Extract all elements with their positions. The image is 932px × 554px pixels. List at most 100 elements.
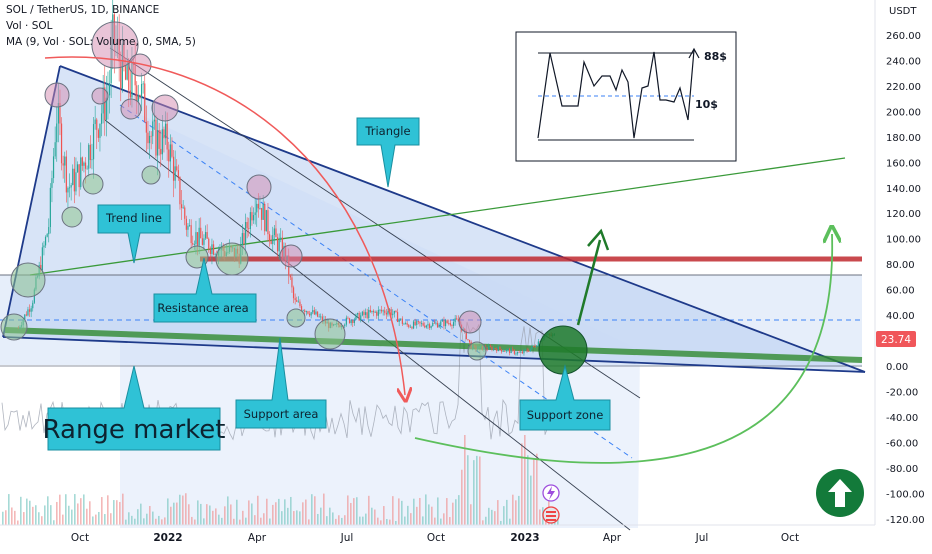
volume-bar [212, 510, 214, 525]
volume-bar [59, 494, 61, 525]
candle-body [454, 318, 456, 323]
candle-body [505, 349, 507, 352]
candle-body [531, 346, 533, 349]
y-tick-label: -20.00 [886, 387, 918, 398]
candle-body [344, 324, 346, 327]
candle-body [510, 348, 512, 354]
volume-bar [242, 510, 244, 525]
candle-body [214, 254, 216, 255]
volume-bar [68, 505, 70, 525]
candle-body [32, 302, 34, 309]
candle-body [64, 156, 66, 166]
candle-body [441, 320, 443, 322]
trend-line [29, 157, 846, 276]
volume-bar [467, 455, 469, 525]
event-icons[interactable] [542, 484, 560, 524]
volume-bar [95, 514, 97, 525]
candle-body [312, 310, 314, 313]
candle-body [396, 312, 399, 323]
volume-bar [83, 494, 85, 525]
volume-bar [17, 520, 19, 525]
candle-body [265, 210, 267, 232]
y-tick-label: -40.00 [886, 413, 918, 424]
y-tick-label: 60.00 [886, 286, 915, 297]
y-tick-label: 180.00 [886, 133, 921, 144]
volume-bar [302, 502, 304, 525]
volume-bar [227, 496, 229, 525]
candle-body [131, 62, 133, 98]
candle-body [382, 310, 384, 312]
volume-bar [398, 498, 400, 525]
candle-body [126, 62, 128, 80]
volume-bar [173, 502, 175, 525]
callout-support-area-text: Support area [244, 407, 319, 421]
volume-bar [161, 519, 163, 525]
candle-body [177, 170, 179, 177]
candle-body [137, 95, 139, 102]
candle-body [406, 323, 408, 325]
candle-body [360, 315, 362, 321]
candle-body [244, 222, 247, 244]
volume-bar [116, 500, 118, 525]
candle-body [83, 162, 85, 166]
chart-title: SOL / TetherUS, 1D, BINANCE [6, 4, 160, 16]
candle-body [104, 87, 106, 121]
volume-bar [146, 513, 148, 525]
up-arrow-button[interactable] [816, 469, 864, 517]
candle-body [320, 316, 322, 318]
volume-bar [47, 496, 49, 525]
candle-body [89, 144, 91, 161]
candle-body [49, 187, 51, 228]
candle-body [507, 349, 509, 350]
y-tick-label: 0.00 [886, 362, 908, 373]
volume-bar [152, 511, 154, 525]
candle-body [196, 232, 199, 246]
volume-bar [14, 510, 16, 525]
candle-body [172, 156, 175, 181]
volume-bars [2, 435, 559, 525]
volume-bar [230, 504, 232, 525]
volume-legend: Vol · SOL [6, 20, 53, 32]
volume-bar [89, 501, 91, 525]
candle-body [356, 312, 359, 315]
volume-bar [359, 516, 361, 525]
volume-bar [320, 507, 322, 525]
candle-body [252, 215, 255, 221]
candle-body [318, 316, 320, 318]
y-tick-label: -80.00 [886, 464, 918, 475]
volume-bar [473, 460, 475, 525]
candle-body [289, 275, 291, 278]
volume-bar [104, 514, 106, 525]
volume-bar [8, 494, 10, 525]
callout-triangle: Triangle [356, 117, 420, 188]
candle-body [164, 123, 167, 139]
candle-body [347, 317, 349, 319]
volume-bar [260, 517, 262, 525]
candle-body [44, 236, 47, 246]
candle-body [419, 321, 421, 324]
candle-body [198, 227, 200, 246]
candle-body [528, 350, 530, 352]
candle-body [515, 353, 517, 355]
candle-body [294, 298, 296, 301]
volume-bar [50, 505, 52, 525]
candle-body [300, 306, 303, 311]
volume-bar [347, 495, 349, 525]
red-arc-arrow [44, 56, 405, 395]
volume-bar [368, 495, 370, 525]
y-tick-label: 100.00 [886, 235, 921, 246]
volume-bar [41, 516, 43, 525]
candle-body [465, 330, 467, 340]
candle-body [168, 149, 170, 162]
candle-body [400, 318, 402, 320]
volume-bar [518, 495, 520, 525]
candle-body [305, 311, 307, 313]
candle-body [512, 348, 514, 350]
volume-bar [185, 493, 187, 525]
callout-triangle-text: Triangle [364, 124, 410, 138]
x-tick-label: Oct [781, 532, 799, 544]
candle-body [54, 142, 56, 157]
volume-bar [401, 500, 403, 525]
